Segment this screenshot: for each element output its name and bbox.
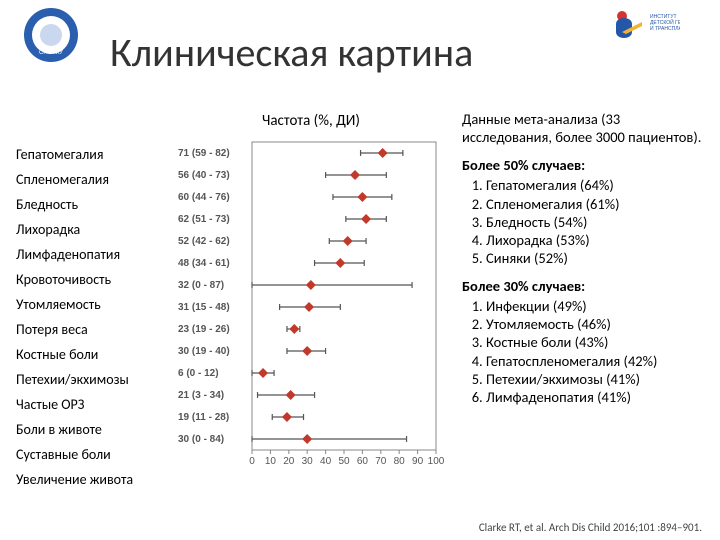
meta-note: Данные мета-анализа (33 исследования, бо… [462,110,706,146]
svg-text:32 (0 - 87): 32 (0 - 87) [178,280,224,291]
svg-text:6 (0 - 12): 6 (0 - 12) [178,368,219,379]
svg-text:48 (34 - 61): 48 (34 - 61) [178,258,230,269]
gt30-list: Инфекции (49%) Утомляемость (46%) Костны… [462,297,706,406]
symptom-label: Боли в животе [16,417,133,442]
symptom-label: Утомляемость [16,292,133,317]
symptom-label-column: Гепатомегалия Спленомегалия Бледность Ли… [16,142,133,492]
svg-text:52 (42 - 62): 52 (42 - 62) [178,236,230,247]
svg-text:30: 30 [302,456,314,467]
list-item: Спленомегалия (61%) [486,195,706,213]
symptom-label: Лимфаденопатия [16,242,133,267]
svg-text:70: 70 [375,456,387,467]
svg-text:100: 100 [428,456,444,467]
list-item: Синяки (52%) [486,249,706,267]
list-item: Инфекции (49%) [486,297,706,315]
symptom-label: Кровоточивость [16,267,133,292]
svg-text:ДЕТСКОЙ ГЕМАТОЛОГИИ: ДЕТСКОЙ ГЕМАТОЛОГИИ [650,18,680,26]
symptom-label: Частые ОРЗ [16,392,133,417]
svg-text:30 (19 - 40): 30 (19 - 40) [178,346,230,357]
svg-text:23 (19 - 26): 23 (19 - 26) [178,324,230,335]
symptom-label: Бледность [16,192,133,217]
svg-text:56 (40 - 73): 56 (40 - 73) [178,170,230,181]
svg-text:31 (15 - 48): 31 (15 - 48) [178,302,230,313]
svg-text:50: 50 [338,456,350,467]
symptom-label: Суставные боли [16,442,133,467]
list-item: Лихорадка (53%) [486,231,706,249]
svg-text:30 (0 - 84): 30 (0 - 84) [178,434,224,445]
symptom-label: Спленомегалия [16,167,133,192]
svg-text:И ТРАНСПЛАНТОЛОГИИ: И ТРАНСПЛАНТОЛОГИИ [650,26,680,32]
gt30-header: Более 30% случаев: [462,277,706,295]
list-item: Бледность (54%) [486,213,706,231]
list-item: Утомляемость (46%) [486,315,706,333]
svg-text:СПбГМУ: СПбГМУ [39,50,63,56]
citation: Clarke RT, et al. Arch Dis Child 2016;10… [479,521,702,534]
gt50-header: Более 50% случаев: [462,156,706,174]
svg-text:19 (11 - 28): 19 (11 - 28) [178,412,229,423]
forest-plot: 0 10 20 30 40 50 60 70 80 90 100 71 (59 - 82) 56 (40… [176,136,444,496]
logo-right: ИНСТИТУТ ДЕТСКОЙ ГЕМАТОЛОГИИ И ТРАНСПЛАН… [610,6,680,50]
svg-text:10: 10 [265,456,277,467]
logo-left: СПбГМУ [22,6,80,64]
symptom-label: Костные боли [16,342,133,367]
svg-text:0: 0 [249,456,255,467]
list-item: Гепатомегалия (64%) [486,176,706,194]
right-info-column: Данные мета-анализа (33 исследования, бо… [462,110,706,410]
svg-text:62 (51 - 73): 62 (51 - 73) [178,214,230,225]
symptom-label: Петехии/экхимозы [16,367,133,392]
symptom-label: Гепатомегалия [16,142,133,167]
list-item: Петехии/экхимозы (41%) [486,370,706,388]
svg-text:71 (59 - 82): 71 (59 - 82) [178,148,230,159]
svg-text:60: 60 [357,456,369,467]
symptom-label: Лихорадка [16,217,133,242]
symptom-label: Увеличение живота [16,467,133,492]
list-item: Гепатоспленомегалия (42%) [486,352,706,370]
list-item: Лимфаденопатия (41%) [486,388,706,406]
svg-text:40: 40 [320,456,332,467]
gt50-list: Гепатомегалия (64%) Спленомегалия (61%) … [462,176,706,267]
chart-title: Частота (%, ДИ) [262,112,360,130]
list-item: Костные боли (43%) [486,333,706,351]
svg-text:21 (3 - 34): 21 (3 - 34) [178,390,224,401]
svg-text:20: 20 [283,456,295,467]
page-title: Клиническая картина [110,28,473,77]
symptom-label: Потеря веса [16,317,133,342]
svg-text:90: 90 [412,456,424,467]
svg-text:80: 80 [394,456,406,467]
svg-text:60 (44 - 76): 60 (44 - 76) [178,192,230,203]
